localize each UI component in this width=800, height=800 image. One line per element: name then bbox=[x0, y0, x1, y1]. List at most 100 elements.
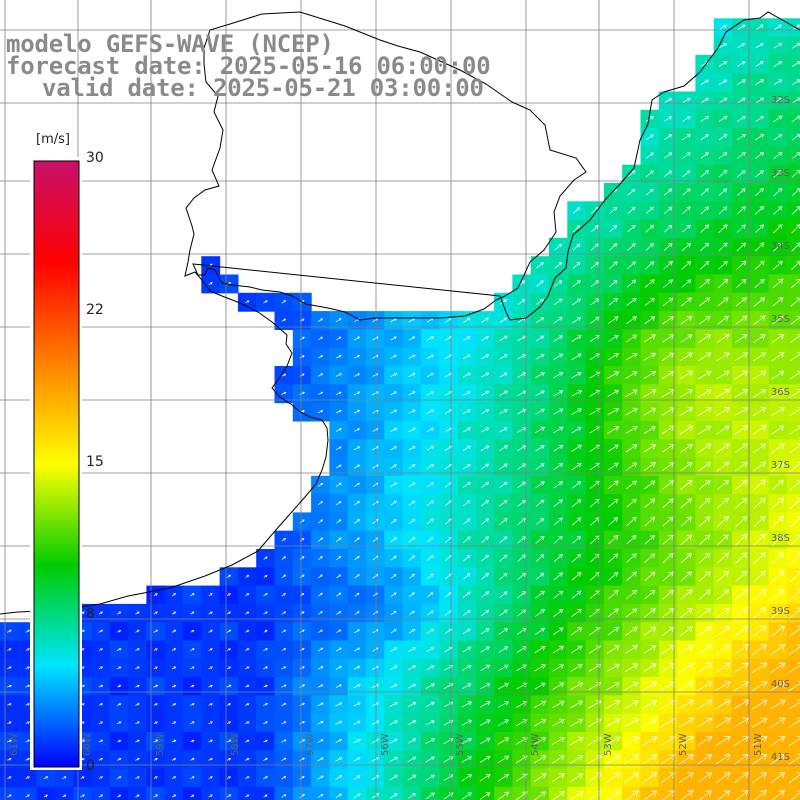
wind-arrow bbox=[718, 134, 728, 141]
wind-arrow bbox=[263, 702, 269, 706]
wind-arrow bbox=[771, 533, 784, 546]
wind-arrow bbox=[791, 79, 800, 86]
field-cell bbox=[256, 585, 276, 605]
field-cell bbox=[475, 732, 495, 751]
field-cell bbox=[530, 329, 550, 349]
wind-arrow bbox=[770, 717, 786, 728]
field-cell bbox=[567, 640, 587, 660]
wind-arrow bbox=[643, 426, 657, 434]
wind-arrow bbox=[535, 335, 545, 342]
field-cell bbox=[786, 73, 800, 93]
wind-arrow bbox=[734, 479, 748, 491]
wind-arrow bbox=[626, 279, 637, 288]
field-cell bbox=[732, 237, 751, 257]
field-cell bbox=[786, 237, 800, 257]
field-cell bbox=[750, 768, 770, 788]
field-cell bbox=[274, 585, 294, 605]
wind-arrow bbox=[481, 372, 490, 378]
wind-arrow bbox=[736, 279, 747, 289]
field-cell bbox=[603, 329, 623, 349]
field-cell bbox=[677, 475, 696, 495]
wind-arrow bbox=[589, 480, 601, 489]
wind-arrow bbox=[317, 684, 324, 688]
field-cell bbox=[439, 768, 459, 788]
wind-arrow bbox=[426, 573, 434, 580]
wind-arrow bbox=[754, 133, 765, 141]
wind-arrow bbox=[788, 644, 800, 656]
wind-arrow bbox=[625, 626, 638, 636]
field-cell bbox=[311, 475, 330, 495]
wind-arrow bbox=[664, 170, 673, 178]
field-cell bbox=[567, 695, 587, 715]
wind-arrow bbox=[678, 681, 694, 691]
wind-arrow bbox=[498, 701, 509, 708]
field-cell bbox=[219, 603, 239, 623]
field-cell bbox=[109, 786, 129, 800]
field-cell bbox=[585, 768, 605, 788]
wind-arrow bbox=[153, 703, 158, 706]
field-cell bbox=[677, 384, 696, 404]
field-cell bbox=[530, 640, 550, 660]
wind-arrow bbox=[752, 644, 768, 655]
wind-arrow bbox=[551, 737, 565, 746]
field-cell bbox=[292, 768, 312, 788]
field-cell bbox=[695, 237, 715, 257]
field-cell bbox=[274, 713, 294, 733]
field-cell bbox=[311, 402, 330, 422]
wind-arrow bbox=[571, 390, 583, 397]
wind-arrow bbox=[6, 739, 12, 743]
field-cell bbox=[366, 311, 385, 330]
field-cell bbox=[347, 366, 367, 385]
field-cell bbox=[347, 658, 367, 678]
wind-arrow bbox=[372, 409, 379, 414]
field-cell bbox=[219, 640, 239, 660]
wind-arrow bbox=[606, 663, 620, 673]
wind-arrow bbox=[463, 554, 471, 562]
wind-arrow bbox=[791, 97, 800, 104]
wind-arrow bbox=[226, 684, 232, 688]
field-cell bbox=[732, 475, 751, 495]
field-cell bbox=[128, 622, 147, 642]
wind-arrow bbox=[98, 794, 104, 798]
field-cell bbox=[549, 256, 568, 276]
wind-arrow bbox=[208, 757, 213, 761]
field-cell bbox=[530, 549, 550, 568]
wind-arrow bbox=[43, 794, 49, 798]
field-cell bbox=[402, 768, 422, 788]
field-cell bbox=[475, 329, 495, 349]
wind-arrow bbox=[772, 260, 783, 270]
field-cell bbox=[384, 475, 404, 495]
field-cell bbox=[622, 512, 642, 532]
field-cell bbox=[549, 366, 568, 385]
field-cell bbox=[677, 201, 696, 221]
wind-arrow bbox=[281, 373, 287, 377]
wind-arrow bbox=[208, 611, 213, 615]
wind-arrow bbox=[772, 278, 784, 289]
field-cell bbox=[768, 183, 788, 202]
wind-arrow bbox=[715, 625, 731, 637]
field-cell bbox=[658, 256, 678, 276]
wind-arrow bbox=[751, 681, 768, 692]
field-cell bbox=[512, 530, 532, 550]
field-cell bbox=[512, 329, 532, 349]
field-cell bbox=[786, 219, 800, 239]
field-cell bbox=[457, 402, 477, 422]
field-cell bbox=[640, 530, 660, 550]
field-cell bbox=[732, 18, 751, 38]
wind-arrow bbox=[25, 794, 30, 798]
wind-arrow bbox=[408, 518, 416, 525]
field-cell bbox=[786, 732, 800, 751]
field-cell bbox=[311, 530, 330, 550]
field-cell bbox=[622, 292, 642, 312]
wind-arrow bbox=[572, 316, 582, 324]
field-cell bbox=[640, 750, 660, 770]
field-cell bbox=[567, 585, 587, 605]
wind-arrow bbox=[644, 589, 656, 600]
field-cell bbox=[750, 54, 770, 74]
wind-arrow bbox=[608, 279, 618, 288]
wind-arrow bbox=[263, 739, 268, 743]
wind-arrow bbox=[663, 224, 673, 233]
field-cell bbox=[329, 713, 349, 733]
